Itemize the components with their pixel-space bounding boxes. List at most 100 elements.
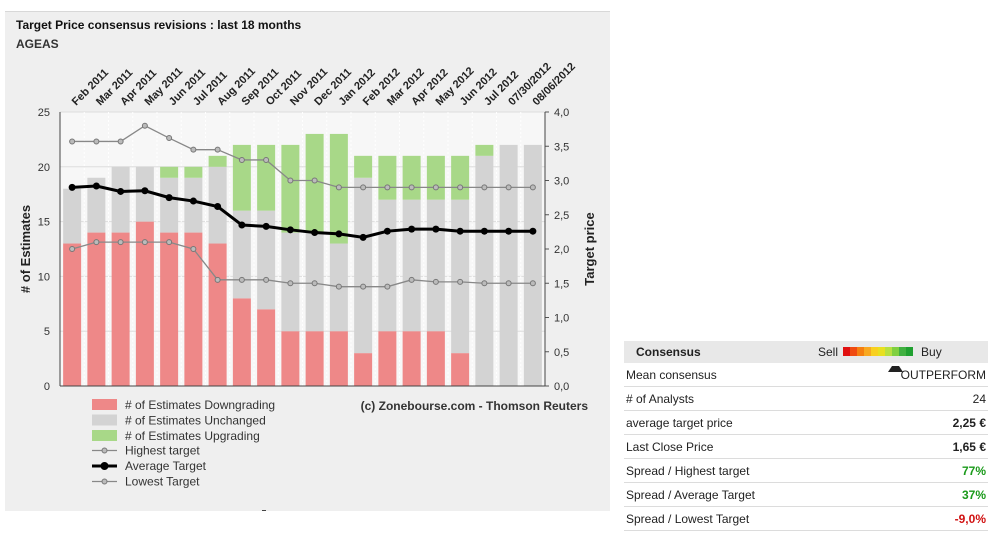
series-point bbox=[238, 276, 245, 283]
bar-segment bbox=[402, 155, 421, 200]
series-point bbox=[432, 225, 440, 233]
series-point bbox=[287, 280, 294, 287]
consensus-row: average target price 2,25 € bbox=[624, 411, 988, 435]
bar-segment bbox=[160, 232, 179, 386]
consensus-row: Last Close Price 1,65 € bbox=[624, 435, 988, 459]
bar-segment bbox=[111, 166, 130, 233]
y2-tick-label: 2,5 bbox=[554, 210, 569, 222]
series-point bbox=[311, 229, 319, 237]
series-point bbox=[408, 225, 416, 233]
bar-segment bbox=[402, 331, 421, 386]
legend-label: # of Estimates Upgrading bbox=[125, 429, 260, 443]
series-point bbox=[480, 227, 488, 235]
series-point bbox=[69, 138, 76, 145]
consensus-panel: Consensus Sell Buy Mean consensus OUTPERF… bbox=[624, 341, 988, 531]
y2-axis-title: Target price bbox=[582, 212, 597, 285]
bar-segment bbox=[354, 353, 373, 386]
legend-marker bbox=[100, 462, 109, 470]
y-tick-label: 25 bbox=[38, 107, 50, 119]
series-point bbox=[359, 233, 367, 241]
rating-scale bbox=[843, 346, 914, 372]
rating-scale-cell bbox=[857, 346, 865, 356]
y2-tick-label: 1,0 bbox=[554, 313, 569, 325]
consensus-row-label: # of Analysts bbox=[626, 391, 695, 406]
series-point bbox=[335, 230, 343, 238]
series-point bbox=[457, 184, 464, 191]
consensus-row: # of Analysts 24 bbox=[624, 387, 988, 411]
series-point bbox=[117, 187, 125, 195]
bar-segment bbox=[281, 331, 300, 386]
y2-tick-label: 4,0 bbox=[554, 107, 569, 119]
series-point bbox=[141, 122, 148, 129]
series-point bbox=[214, 203, 222, 211]
copyright-annotation: (c) Zonebourse.com - Thomson Reuters bbox=[361, 399, 589, 413]
bar-segment bbox=[451, 199, 470, 354]
series-point bbox=[529, 280, 536, 287]
consensus-row-label: Spread / Highest target bbox=[626, 463, 750, 478]
series-line bbox=[72, 184, 533, 239]
bar-segment bbox=[378, 155, 397, 200]
series-point bbox=[263, 276, 270, 283]
series-point bbox=[214, 276, 221, 283]
series-point bbox=[335, 283, 342, 290]
consensus-title: Consensus bbox=[636, 345, 701, 359]
bar-segment bbox=[232, 210, 251, 299]
legend-marker bbox=[101, 447, 108, 454]
bar-segment bbox=[257, 144, 276, 211]
series-point bbox=[262, 222, 270, 230]
bar-segment bbox=[329, 331, 348, 386]
consensus-row-value: 24 bbox=[972, 391, 986, 406]
sell-label: Sell bbox=[818, 345, 839, 359]
y-tick-label: 5 bbox=[44, 326, 50, 338]
series-point bbox=[214, 146, 221, 153]
series-point bbox=[335, 184, 342, 191]
bar-segment bbox=[354, 177, 373, 354]
legend-label: Highest target bbox=[125, 444, 200, 458]
rating-scale-cell bbox=[892, 346, 900, 356]
rating-scale-cell bbox=[885, 346, 893, 356]
series-point bbox=[263, 156, 270, 163]
bar-segment bbox=[378, 331, 397, 386]
series-line bbox=[72, 124, 533, 189]
bar-segment bbox=[87, 177, 106, 233]
rating-scale-cell bbox=[871, 346, 879, 356]
bar-segment bbox=[402, 199, 421, 332]
series-point bbox=[190, 246, 197, 252]
bar-segment bbox=[426, 199, 445, 332]
y2-tick-label: 3,5 bbox=[554, 141, 569, 153]
consensus-row-label: Spread / Lowest Target bbox=[626, 511, 750, 526]
consensus-row-value: 2,25 € bbox=[952, 415, 986, 430]
series-point bbox=[189, 197, 197, 205]
rating-scale-cell bbox=[899, 346, 907, 356]
chart-panel: Target Price consensus revisions : last … bbox=[5, 11, 610, 511]
series-point bbox=[481, 184, 488, 191]
series-point bbox=[384, 283, 391, 290]
series-point bbox=[432, 278, 439, 285]
series-point bbox=[529, 184, 536, 191]
bar-segment bbox=[257, 210, 276, 310]
bar-segment bbox=[63, 243, 82, 386]
y-tick-label: 0 bbox=[44, 381, 50, 393]
bar-segment bbox=[160, 177, 179, 233]
consensus-row-value: 1,65 € bbox=[952, 439, 986, 454]
series-point bbox=[141, 187, 149, 195]
legend-label: Lowest Target bbox=[125, 475, 200, 489]
legend-swatch bbox=[92, 399, 117, 410]
series-point bbox=[117, 138, 124, 145]
consensus-header: Consensus Sell Buy bbox=[624, 341, 988, 372]
bar-segment bbox=[184, 232, 203, 386]
bar-segment bbox=[378, 199, 397, 332]
series-point bbox=[529, 227, 537, 235]
y2-tick-label: 2,0 bbox=[554, 244, 569, 256]
series-point bbox=[360, 184, 367, 191]
series-point bbox=[505, 227, 513, 235]
series-line bbox=[71, 241, 533, 288]
series-point bbox=[456, 227, 464, 235]
series-point bbox=[165, 194, 173, 202]
series-point bbox=[432, 184, 439, 191]
series-point bbox=[68, 183, 76, 191]
legend-marker bbox=[101, 478, 108, 485]
series-point bbox=[481, 280, 488, 287]
series-point bbox=[92, 182, 100, 190]
bar-segment bbox=[475, 155, 494, 386]
